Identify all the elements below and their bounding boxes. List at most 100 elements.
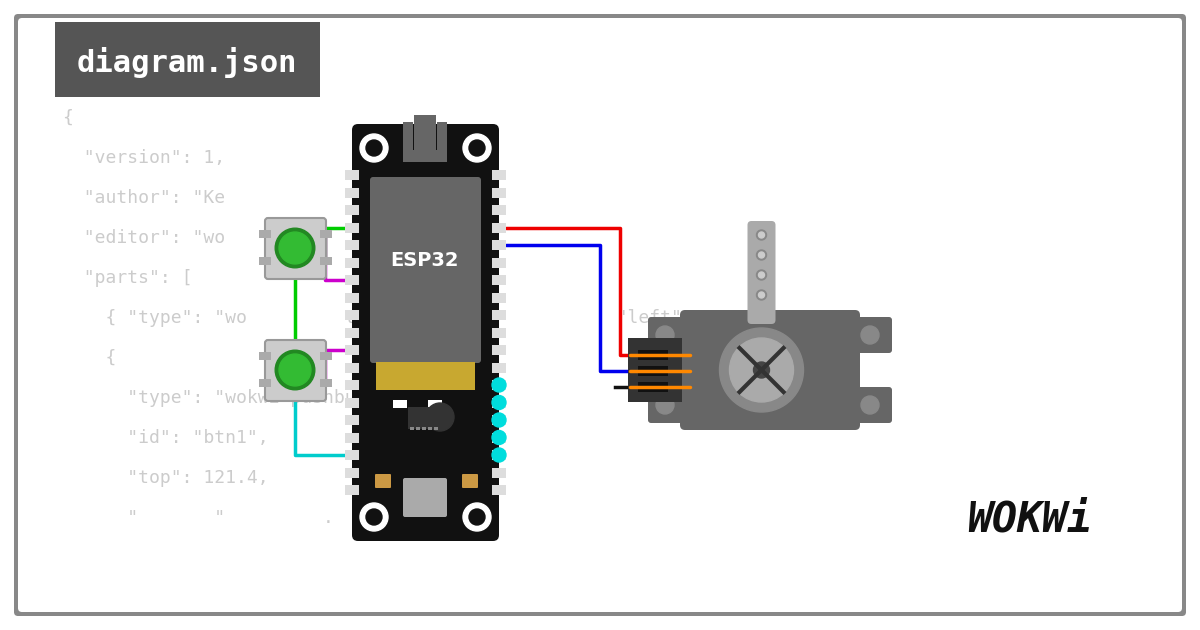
Bar [346,240,359,250]
Circle shape [656,326,674,344]
FancyBboxPatch shape [265,218,326,279]
Bar [492,275,506,285]
Bar [434,427,438,430]
Bar [492,222,506,232]
Text: "top": 121.4,: "top": 121.4, [62,469,269,487]
Bar [492,292,506,302]
Bar [492,310,506,320]
Bar [259,257,271,265]
Circle shape [758,232,764,238]
Bar [492,380,506,390]
Bar [346,292,359,302]
Bar [492,362,506,372]
Circle shape [758,272,764,278]
Text: "version": 1,: "version": 1, [62,149,226,167]
Text: {: { [62,109,73,127]
Circle shape [463,134,491,162]
Text: "id": "btn1",: "id": "btn1", [62,429,269,447]
Bar [492,415,506,425]
Circle shape [366,140,382,156]
Circle shape [492,413,506,427]
Bar [394,400,407,408]
FancyBboxPatch shape [844,317,892,353]
FancyBboxPatch shape [14,14,1186,616]
Bar [346,275,359,285]
Bar [403,122,413,152]
Bar [320,230,332,238]
Bar [346,345,359,355]
Bar [320,352,332,360]
Circle shape [366,509,382,525]
Bar [376,362,475,390]
Circle shape [469,140,485,156]
Bar [492,170,506,180]
Bar [346,450,359,460]
Bar [437,122,446,152]
FancyBboxPatch shape [628,338,682,402]
Bar [414,115,436,155]
FancyBboxPatch shape [18,18,1182,612]
Bar [492,450,506,460]
Bar [346,222,359,232]
Circle shape [469,509,485,525]
Bar [259,379,271,387]
FancyBboxPatch shape [462,474,478,488]
Text: ESP32: ESP32 [391,251,460,270]
Circle shape [756,290,767,300]
FancyBboxPatch shape [403,478,446,517]
FancyBboxPatch shape [352,124,499,541]
Bar [492,433,506,442]
Bar [428,400,442,408]
Bar [492,345,506,355]
Bar [346,310,359,320]
Circle shape [275,228,314,268]
Bar [346,362,359,372]
Bar [492,240,506,250]
Text: "editor": "wo              ,": "editor": "wo ," [62,229,400,247]
FancyBboxPatch shape [844,387,892,423]
Text: {: { [62,349,116,367]
Bar [492,258,506,268]
Text: "author": "Ke              a": "author": "Ke a" [62,189,400,207]
Text: "parts": [: "parts": [ [62,269,192,287]
Bar [346,467,359,478]
Text: "type": "wokwi-pushbutton",: "type": "wokwi-pushbutton", [62,389,421,407]
Circle shape [754,362,769,378]
Circle shape [360,134,388,162]
Circle shape [862,396,878,414]
Circle shape [280,232,311,264]
Circle shape [275,350,314,390]
Bar [320,257,332,265]
FancyBboxPatch shape [265,340,326,401]
Circle shape [756,250,767,260]
Bar [259,352,271,360]
Bar [492,205,506,215]
Bar [492,328,506,338]
Bar [638,366,668,376]
Text: WOKWi: WOKWi [967,499,1092,541]
Bar [403,150,446,162]
Bar [346,485,359,495]
Bar [346,205,359,215]
FancyBboxPatch shape [648,317,690,353]
Bar [55,22,320,97]
FancyBboxPatch shape [748,221,775,324]
Bar [346,398,359,408]
Bar [346,415,359,425]
Text: "       "         .: " " . [62,509,334,527]
Circle shape [756,270,767,280]
Bar [416,427,420,430]
Circle shape [492,430,506,445]
Bar [346,380,359,390]
Circle shape [720,328,804,412]
Bar [346,188,359,197]
Bar [422,427,426,430]
Text: diagram.json: diagram.json [77,47,298,77]
Bar [259,230,271,238]
FancyBboxPatch shape [680,310,860,430]
Circle shape [758,292,764,298]
Circle shape [360,503,388,531]
Bar [492,188,506,197]
Circle shape [758,252,764,258]
Circle shape [492,378,506,392]
